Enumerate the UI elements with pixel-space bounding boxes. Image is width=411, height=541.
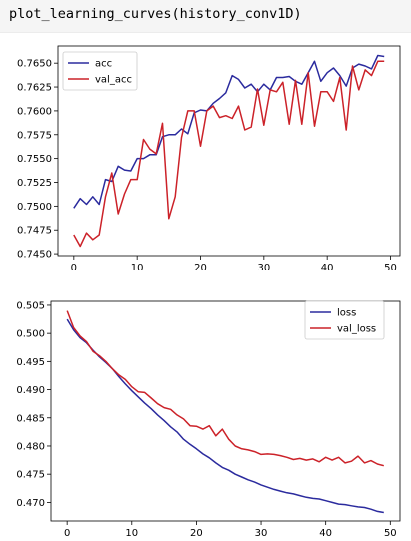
loss-chart-xtick-label: 40 <box>319 528 332 537</box>
loss-chart-legend-label-loss: loss <box>337 308 356 319</box>
loss-chart-ytick-label: 0.470 <box>16 498 45 509</box>
acc-chart-legend-label-acc: acc <box>95 59 112 70</box>
acc-chart-xtick-label: 0 <box>71 263 77 270</box>
acc-chart-xtick-label: 40 <box>321 263 334 270</box>
loss-chart: 0 10 20 30 40 50 0.470 0.475 0.480 0.485 0.490 0.49… <box>0 293 411 537</box>
loss-chart-ytick-label: 0.480 <box>16 441 45 452</box>
loss-chart-axes-frame <box>50 300 401 522</box>
acc-chart-xtick-label: 10 <box>131 263 144 270</box>
loss-chart-series-loss-line <box>66 318 384 514</box>
loss-chart-xtick-label: 20 <box>190 528 203 537</box>
code-cell[interactable]: plot_learning_curves(history_conv1D) <box>0 0 411 33</box>
loss-chart-legend <box>304 300 385 340</box>
acc-chart-ytick-label: 0.7500 <box>17 202 52 213</box>
acc-chart-ytick-label: 0.7575 <box>17 130 52 141</box>
acc-chart-axes-frame <box>57 45 401 257</box>
acc-chart-legend <box>62 51 138 91</box>
acc-chart-ytick-label: 0.7475 <box>17 226 52 237</box>
loss-chart-svg: 0 10 20 30 40 50 0.470 0.475 0.480 0.485 0.490 0.49… <box>16 300 401 537</box>
acc-chart-series-val-acc-line <box>73 60 385 248</box>
acc-chart-legend-label-val-acc: val_acc <box>95 75 132 86</box>
loss-chart-ytick-label: 0.475 <box>16 470 45 481</box>
code-cell-text: plot_learning_curves(history_conv1D) <box>9 6 302 22</box>
loss-chart-ytick-label: 0.490 <box>16 385 45 396</box>
acc-chart-xtick-label: 20 <box>194 263 207 270</box>
acc-chart-ytick-label: 0.7450 <box>17 250 52 261</box>
loss-chart-ytick-label: 0.500 <box>16 329 45 340</box>
acc-chart-series-acc-line <box>73 54 385 209</box>
loss-chart-xtick-label: 50 <box>384 528 397 537</box>
loss-chart-series-val-loss-line <box>66 310 384 467</box>
acc-chart-ytick-label: 0.7600 <box>17 106 52 117</box>
accuracy-chart-svg: 0 10 20 30 40 50 0.7450 0.7475 0.7500 0.7525 0.755… <box>17 45 401 270</box>
loss-chart-xtick-label: 10 <box>125 528 138 537</box>
acc-chart-ytick-label: 0.7525 <box>17 178 52 189</box>
loss-chart-ytick-label: 0.505 <box>16 300 45 311</box>
acc-chart-xtick-label: 30 <box>257 263 270 270</box>
loss-chart-xtick-label: 30 <box>255 528 268 537</box>
loss-chart-ytick-label: 0.485 <box>16 413 45 424</box>
acc-chart-ytick-label: 0.7650 <box>17 59 52 70</box>
acc-chart-ytick-label: 0.7625 <box>17 83 52 94</box>
loss-chart-ytick-label: 0.495 <box>16 357 45 368</box>
accuracy-chart: 0 10 20 30 40 50 0.7450 0.7475 0.7500 0.7525 0.755… <box>0 36 411 270</box>
acc-chart-xtick-label: 50 <box>384 263 397 270</box>
loss-chart-legend-label-val-loss: val_loss <box>337 324 376 335</box>
loss-chart-xtick-label: 0 <box>64 528 70 537</box>
acc-chart-ytick-label: 0.7550 <box>17 154 52 165</box>
